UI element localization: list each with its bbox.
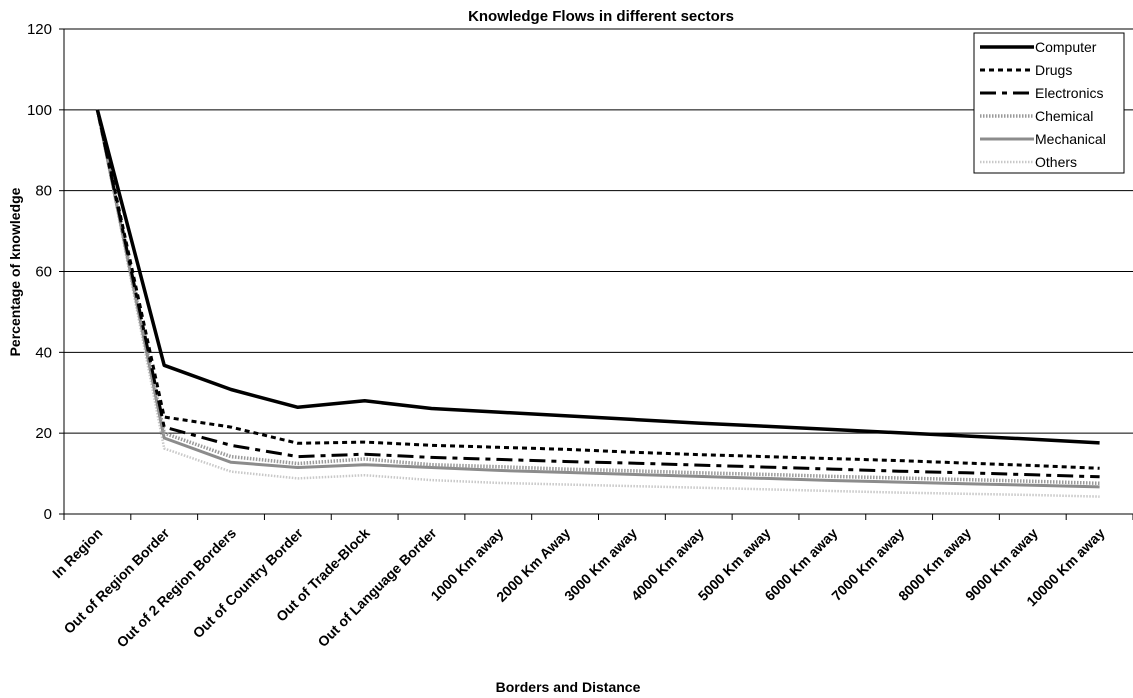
y-tick-label: 80 (35, 183, 52, 200)
y-tick-label: 40 (35, 344, 52, 361)
legend-label-others: Others (1035, 154, 1077, 170)
x-axis-label: Borders and Distance (496, 679, 641, 695)
legend: Computer Drugs Electronics Chemical Mechanic… (973, 32, 1125, 174)
x-tick-label: In Region (49, 525, 105, 581)
grid (64, 28, 1133, 515)
legend-box (973, 32, 1125, 174)
x-tick-label: Out of 2 Region Borders (113, 525, 239, 651)
legend-label-mechanical: Mechanical (1035, 131, 1106, 147)
series-line-computer (95, 109, 1100, 445)
y-tick-label: 100 (27, 102, 52, 119)
y-tick-label: 120 (27, 21, 52, 38)
x-tick-label: Out of Country Border (190, 524, 307, 641)
legend-label-electronics: Electronics (1035, 85, 1103, 101)
series-lines (95, 109, 1100, 498)
series-line-drugs (95, 109, 1100, 470)
series-line-mechanical (95, 109, 1100, 489)
legend-label-computer: Computer (1035, 39, 1097, 55)
legend-label-drugs: Drugs (1035, 62, 1072, 78)
y-tick-label: 60 (35, 264, 52, 281)
chart-title: Knowledge Flows in different sectors (468, 8, 734, 25)
series-line-electronics (95, 109, 1100, 479)
y-axis-label: Percentage of knowledge (7, 187, 23, 356)
series-line-others (96, 109, 1100, 498)
y-tick-label: 20 (35, 425, 52, 442)
series-line-chemical (95, 109, 1100, 486)
x-tick-label: Out of Language Border (314, 524, 440, 650)
legend-label-chemical: Chemical (1035, 108, 1093, 124)
y-axis: 0 20 40 60 80 100 120 (27, 21, 65, 523)
y-tick-label: 0 (44, 506, 52, 523)
